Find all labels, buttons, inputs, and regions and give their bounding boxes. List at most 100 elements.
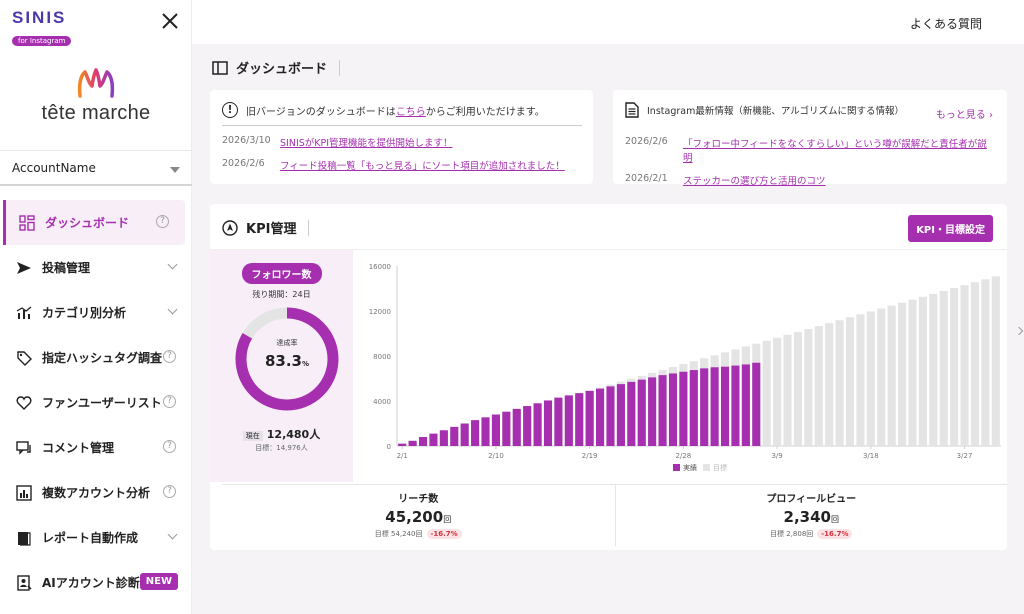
ai-icon [16,574,32,591]
info-link[interactable]: 「フォロー中フィードをなくすらしい」という噂が誤解だと責任者が説明 [683,139,987,164]
actual-bar [731,365,740,446]
actual-bar [554,397,563,446]
sidebar-item-label: 複数アカウント分析 [42,486,151,500]
actual-bar [398,443,407,446]
news-link[interactable]: SINISがKPI管理機能を提供開始します！ [280,138,453,149]
target-bar [939,290,948,446]
metrics-row: リーチ数 45,200回 目標 54,240回 -16.7% プロフィールビュー … [222,484,1007,546]
sidebar-item-label: ファンユーザーリスト [42,396,162,410]
logo-text: SINIS [12,8,67,27]
page-title: ダッシュボード [212,58,341,77]
target-bar [825,323,834,446]
sidebar-item[interactable]: 投稿管理 [0,245,192,290]
target-bar [845,317,855,446]
alert-icon: ! [222,102,238,118]
news-item: 2026/2/6 フィード投稿一覧「もっと見る」にソート項目が追加されました！ [222,158,581,172]
close-sidebar-button[interactable] [160,12,180,32]
send-icon [16,260,32,276]
target-bar [950,288,959,446]
sidebar-item-label: 投稿管理 [42,261,91,275]
x-tick-label: 2/19 [582,452,598,460]
sidebar-item[interactable]: AIアカウント診断 NEW [0,560,192,605]
achievement-donut: 達成率 83.3% [232,304,342,414]
chevron-down-icon [167,529,178,541]
donut-label: 達成率 83.3% [232,338,342,370]
page-title-text: ダッシュボード [236,62,328,77]
legend-label-target: 目標 [713,463,727,472]
sidebar-item-label: ダッシュボード [45,216,130,230]
actual-bar [679,371,688,446]
account-selector[interactable]: AccountName [0,150,192,186]
current-tag: 現在 [242,431,263,441]
actual-bar [700,368,709,446]
document-icon [625,102,639,118]
metric-delta: -16.7% [426,529,462,539]
sidebar-item[interactable]: ファンユーザーリスト? [0,380,192,425]
actual-bar [533,403,542,446]
actual-bar [512,408,521,446]
target-bar [814,326,823,446]
metric-foot: 目標 54,240回 -16.7% [222,529,615,539]
kpi-card: KPI管理 KPI・目標設定 フォロワー数 残り期間：24日 達成率 83.3%… [210,204,1007,550]
sidebar-item[interactable]: レポート自動作成 [0,515,192,560]
account-name: AccountName [12,161,96,175]
actual-bar [648,377,657,446]
y-tick-label: 16000 [369,263,391,271]
actual-bar [720,366,730,446]
sidebar-item-label: レポート自動作成 [42,531,139,545]
topbar: よくある質問 [192,0,1024,44]
dashboard-icon [19,214,35,231]
sidebar-item-label: 指定ハッシュタグ調査 [42,351,163,365]
more-link[interactable]: もっと見る › [935,110,993,121]
help-icon[interactable]: ? [163,485,176,498]
info-title: Instagram最新情報（新機能、アルゴリズムに関する情報） [647,106,905,117]
actual-bar [637,379,646,446]
sidebar-item[interactable]: コメント管理? [0,425,192,470]
target-bar [918,296,927,446]
kpi-header: KPI管理 [222,218,310,237]
target-bar [804,329,813,446]
sidebar-item[interactable]: 複数アカウント分析? [0,470,192,515]
info-item: 2026/2/6 「フォロー中フィードをなくすらしい」という噂が誤解だと責任者が… [625,136,995,164]
target-bar [762,340,771,446]
metric-value: 2,340回 [783,508,839,526]
news-date: 2026/3/10 [222,135,271,146]
actual-bar [689,370,698,446]
kpi-divider [210,249,1007,250]
actual-bar [418,437,428,446]
faq-link[interactable]: よくある質問 [909,17,982,31]
help-icon[interactable]: ? [163,440,176,453]
actual-bar [523,406,532,446]
sidebar-item[interactable]: ダッシュボード? [3,200,185,245]
help-icon[interactable]: ? [163,350,176,363]
help-icon[interactable]: ? [156,215,169,228]
sinis-logo[interactable]: SINIS for Instagram [12,8,74,46]
help-icon[interactable]: ? [163,395,176,408]
new-badge: NEW [139,573,178,590]
metric-title: リーチ数 [398,494,439,505]
target-bar [929,293,938,446]
legend-swatch-actual [673,464,680,471]
info-link[interactable]: ステッカーの選び方と活用のコツ [683,176,826,187]
chevron-right-icon[interactable] [1014,326,1024,336]
actual-bar [439,430,448,446]
news-link[interactable]: フィード投稿一覧「もっと見る」にソート項目が追加されました！ [280,161,565,172]
target-bar [773,337,782,446]
sidebar-item[interactable]: カテゴリ別分析 [0,290,192,335]
target-bar [887,305,896,446]
notice-header: ! 旧バージョンのダッシュボードは こちら からご利用いただけます。 [222,102,582,126]
target-bar [981,279,990,446]
notice-text-before: 旧バージョンのダッシュボードは [246,106,396,118]
old-dashboard-link[interactable]: こちら [395,106,426,118]
actual-bar [606,386,615,446]
crown-icon [77,68,115,98]
kpi-separator [308,219,310,236]
sidebar-item[interactable]: 指定ハッシュタグ調査? [0,335,192,380]
brand-logo: tête marche [0,66,192,136]
sidebar-item-label: コメント管理 [42,441,115,455]
logo-badge: for Instagram [12,36,72,46]
brand-name: tête marche [41,102,151,124]
chevron-down-icon [167,259,178,271]
target-bar [856,314,865,446]
kpi-settings-button[interactable]: KPI・目標設定 [908,215,993,242]
